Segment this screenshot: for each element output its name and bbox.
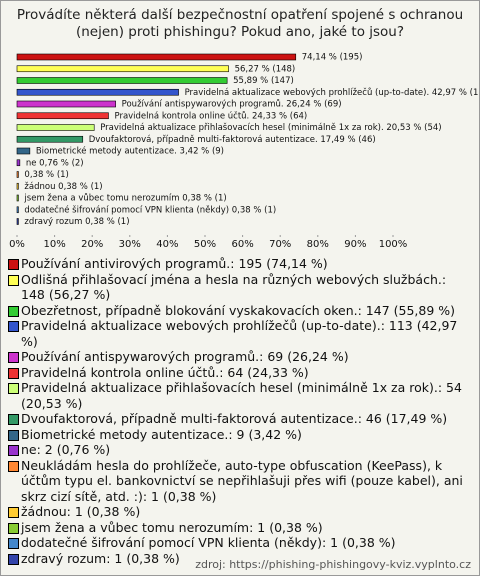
data-label: Používání antispywarových programů. 26,2… xyxy=(122,99,342,110)
legend-swatch xyxy=(8,274,19,286)
chart-title: Provádíte některá další bezpečnostní opa… xyxy=(16,7,464,40)
source: zdroj: https://phishing-phishingovy-kviz… xyxy=(195,558,471,571)
data-label: dodatečné šifrování pomocí VPN klienta (… xyxy=(24,204,276,215)
legend-label: Dvoufaktorová, případně multi-faktorová … xyxy=(21,411,448,426)
bar xyxy=(16,194,19,202)
data-label: 56,27 % (148) xyxy=(235,64,296,74)
x-tick-label: 40% xyxy=(156,239,178,250)
legend-label: Odlišná přihlašovací jména a hesla na rů… xyxy=(21,271,447,303)
legend-swatch xyxy=(8,305,19,317)
legend-item: zdravý rozum: 1 (0,38 %) xyxy=(7,551,473,567)
data-label: 55,89 % (147) xyxy=(233,76,294,86)
legend-swatch xyxy=(8,259,19,270)
legend-label: jsem žena a vůbec tomu nerozumím: 1 (0,3… xyxy=(21,519,323,535)
legend-item: Pravidelná aktualizace webových prohlíže… xyxy=(7,318,473,349)
x-tick-label: 60% xyxy=(231,239,253,250)
bar xyxy=(16,100,116,108)
bar xyxy=(16,77,228,84)
legend-item: ne: 2 (0,76 %) xyxy=(7,442,473,458)
bar xyxy=(16,53,297,61)
bar xyxy=(16,182,19,190)
legend-swatch xyxy=(8,522,19,534)
legend-swatch xyxy=(8,429,19,441)
bar xyxy=(16,124,95,131)
data-label: Biometrické metody autentizace. 3,42 % (… xyxy=(36,146,224,157)
legend-swatch xyxy=(8,321,19,332)
data-label: ne 0,76 % (2) xyxy=(26,158,84,168)
legend-swatch xyxy=(8,460,19,472)
legend-item: Dvoufaktorová, případně multi-faktorová … xyxy=(7,411,473,427)
legend-label: Pravidelná aktualizace webových prohlíže… xyxy=(21,318,458,349)
legend-label: dodatečné šifrování pomocí VPN klienta (… xyxy=(21,535,396,550)
legend-item: dodatečné šifrování pomocí VPN klienta (… xyxy=(7,535,473,551)
legend-label: Neukládám hesla do prohlížeče, auto-type… xyxy=(21,457,463,504)
legend-label: Biometrické metody autentizace.: 9 (3,42… xyxy=(21,426,302,442)
data-label: 0,38 % (1) xyxy=(24,170,68,180)
data-label: Dvoufaktorová, případně multi-faktorová … xyxy=(89,135,376,145)
legend-label: Pravidelná kontrola online účtů.: 64 (24… xyxy=(21,364,309,380)
legend-label: zdravý rozum: 1 (0,38 %) xyxy=(21,550,180,566)
bar xyxy=(16,112,109,120)
legend-swatch xyxy=(8,352,19,363)
legend-item: Pravidelná aktualizace přihlašovacích he… xyxy=(7,380,473,411)
x-tick-label: 20% xyxy=(81,239,103,250)
data-label: Pravidelná aktualizace přihlašovacích he… xyxy=(100,122,441,133)
legend-item: žádnou: 1 (0,38 %) xyxy=(7,504,473,520)
x-tick-label: 70% xyxy=(269,239,291,250)
data-label: Pravidelná aktualizace webových prohlíže… xyxy=(185,87,479,98)
legend-item: Neukládám hesla do prohlížeče, auto-type… xyxy=(7,458,473,505)
legend-label: Pravidelná aktualizace přihlašovacích he… xyxy=(21,380,462,411)
legend-label: Používání antivirových programů.: 195 (7… xyxy=(21,256,328,271)
bar xyxy=(16,206,19,214)
bar xyxy=(16,135,84,143)
bar xyxy=(16,88,179,96)
legend-item: Biometrické metody autentizace.: 9 (3,42… xyxy=(7,427,473,443)
x-tick-label: 80% xyxy=(307,239,329,250)
bar xyxy=(16,65,229,73)
data-label: Pravidelná kontrola online účtů. 24,33 %… xyxy=(114,110,307,121)
legend-item: Používání antivirových programů.: 195 (7… xyxy=(7,256,473,272)
chart: 0% 10% 20% 30% 40% 50% 60% 70% 80% 90% 100% 74,14 %… xyxy=(9,53,479,251)
bar xyxy=(16,147,31,155)
x-tick-label: 50% xyxy=(194,239,216,250)
legend-label: žádnou: 1 (0,38 %) xyxy=(21,504,141,519)
data-label: jsem žena a vůbec tomu nerozumím 0,38 % … xyxy=(23,193,226,204)
legend-swatch xyxy=(8,445,19,456)
legend-swatch xyxy=(8,538,19,549)
data-label: žádnou 0,38 % (1) xyxy=(24,182,102,192)
legend-swatch xyxy=(8,367,19,379)
legend-label: Obezřetnost, případně blokování vyskakov… xyxy=(21,302,456,318)
legend-label: Používání antispywarových programů.: 69 … xyxy=(21,349,349,364)
legend-item: Používání antispywarových programů.: 69 … xyxy=(7,349,473,365)
legend-swatch xyxy=(8,553,19,565)
legend-item: Obezřetnost, případně blokování vyskakov… xyxy=(7,303,473,319)
legend-label: ne: 2 (0,76 %) xyxy=(21,442,111,457)
x-tick-label: 0% xyxy=(9,239,25,250)
x-tick-label: 10% xyxy=(43,239,65,250)
legend-swatch xyxy=(8,414,19,425)
legend-item: jsem žena a vůbec tomu nerozumím: 1 (0,3… xyxy=(7,520,473,536)
data-label: zdravý rozum 0,38 % (1) xyxy=(24,217,129,227)
x-tick-label: 100% xyxy=(379,239,408,250)
legend-item: Pravidelná kontrola online účtů.: 64 (24… xyxy=(7,365,473,381)
bar xyxy=(16,218,19,225)
legend: Používání antivirových programů.: 195 (7… xyxy=(7,256,473,566)
x-tick-label: 30% xyxy=(119,239,141,250)
legend-swatch xyxy=(8,383,19,394)
data-label: 74,14 % (195) xyxy=(302,53,363,63)
legend-swatch xyxy=(8,507,19,518)
legend-item: Odlišná přihlašovací jména a hesla na rů… xyxy=(7,272,473,303)
bar xyxy=(16,159,21,167)
bar xyxy=(16,171,19,178)
x-tick-label: 90% xyxy=(344,239,366,250)
